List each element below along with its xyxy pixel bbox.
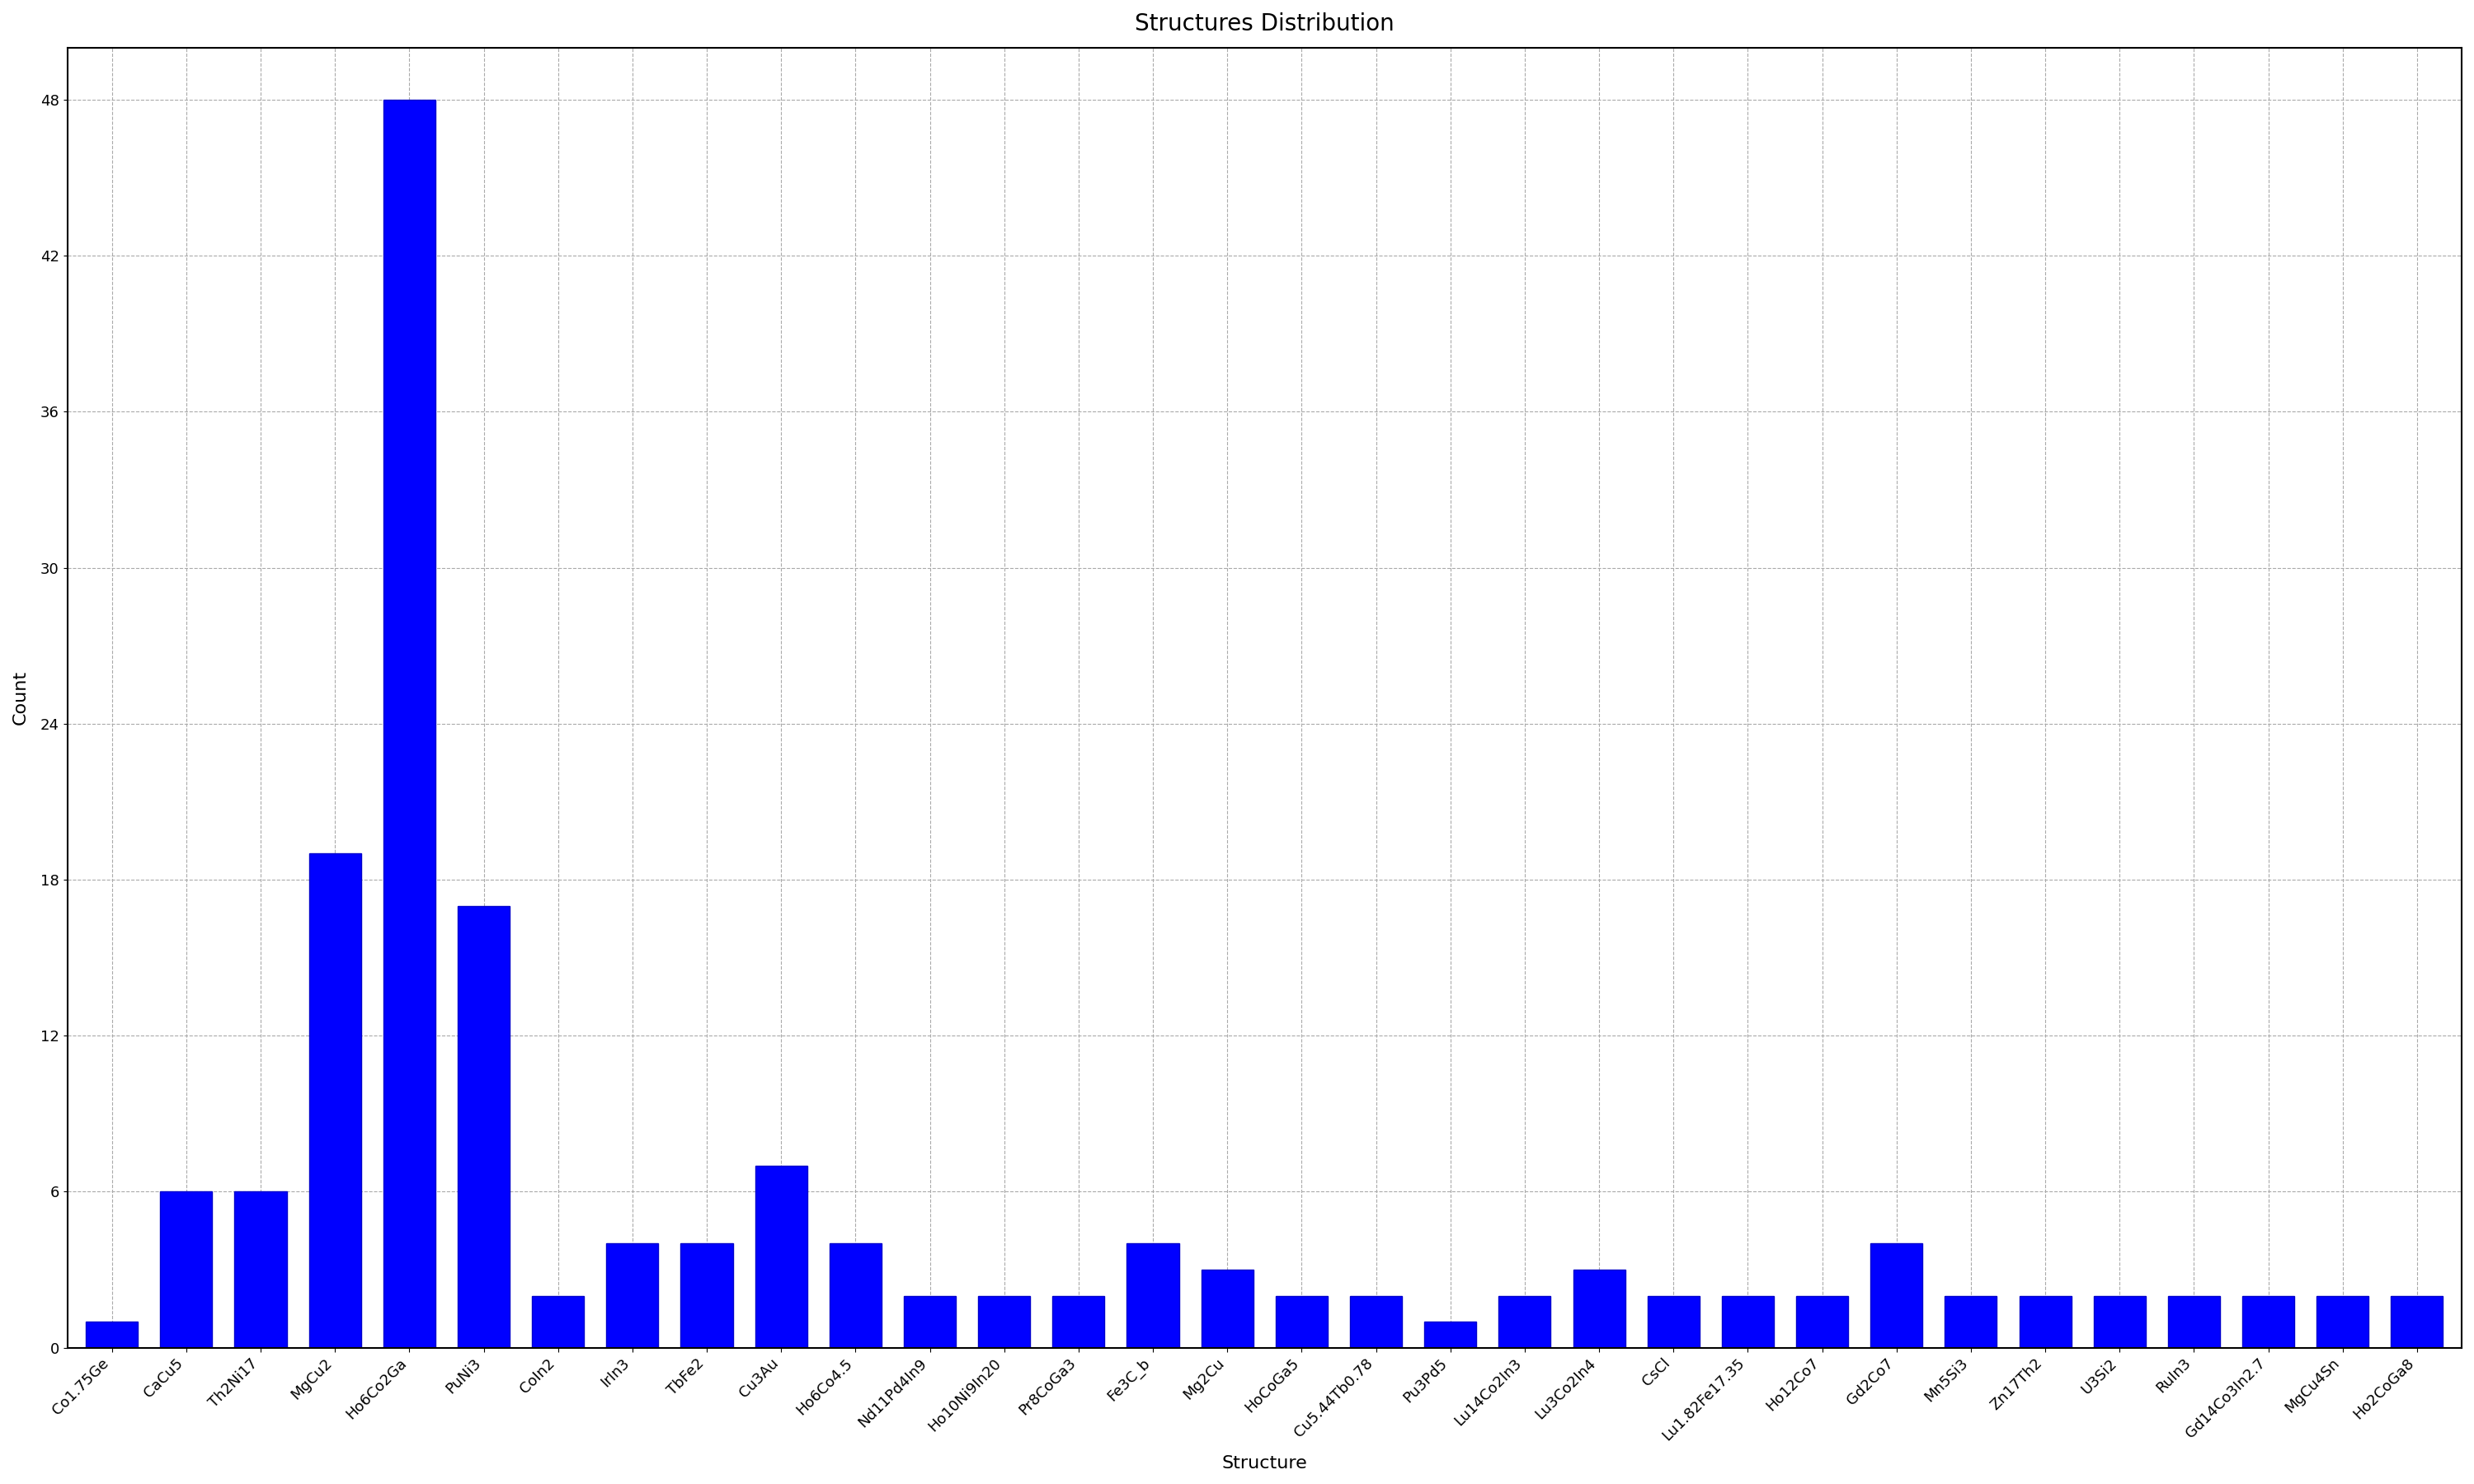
Bar: [829, 1244, 881, 1347]
Bar: [1425, 1322, 1477, 1347]
Bar: [2316, 1296, 2368, 1347]
Bar: [1945, 1296, 1997, 1347]
Bar: [383, 99, 435, 1347]
X-axis label: Structure: Structure: [1222, 1456, 1306, 1472]
Y-axis label: Count: Count: [12, 671, 30, 724]
Bar: [1648, 1296, 1700, 1347]
Bar: [903, 1296, 955, 1347]
Bar: [1573, 1270, 1625, 1347]
Bar: [680, 1244, 732, 1347]
Bar: [235, 1192, 287, 1347]
Bar: [606, 1244, 658, 1347]
Bar: [2019, 1296, 2071, 1347]
Bar: [2390, 1296, 2442, 1347]
Bar: [1202, 1270, 1254, 1347]
Bar: [532, 1296, 584, 1347]
Bar: [309, 853, 361, 1347]
Bar: [1051, 1296, 1103, 1347]
Bar: [2093, 1296, 2145, 1347]
Bar: [1796, 1296, 1848, 1347]
Title: Structures Distribution: Structures Distribution: [1136, 12, 1395, 36]
Bar: [1722, 1296, 1774, 1347]
Bar: [1351, 1296, 1403, 1347]
Bar: [1126, 1244, 1180, 1347]
Bar: [1499, 1296, 1551, 1347]
Bar: [1870, 1244, 1922, 1347]
Bar: [2167, 1296, 2219, 1347]
Bar: [977, 1296, 1029, 1347]
Bar: [458, 905, 510, 1347]
Bar: [87, 1322, 139, 1347]
Bar: [2241, 1296, 2293, 1347]
Bar: [161, 1192, 213, 1347]
Bar: [755, 1165, 807, 1347]
Bar: [1277, 1296, 1329, 1347]
